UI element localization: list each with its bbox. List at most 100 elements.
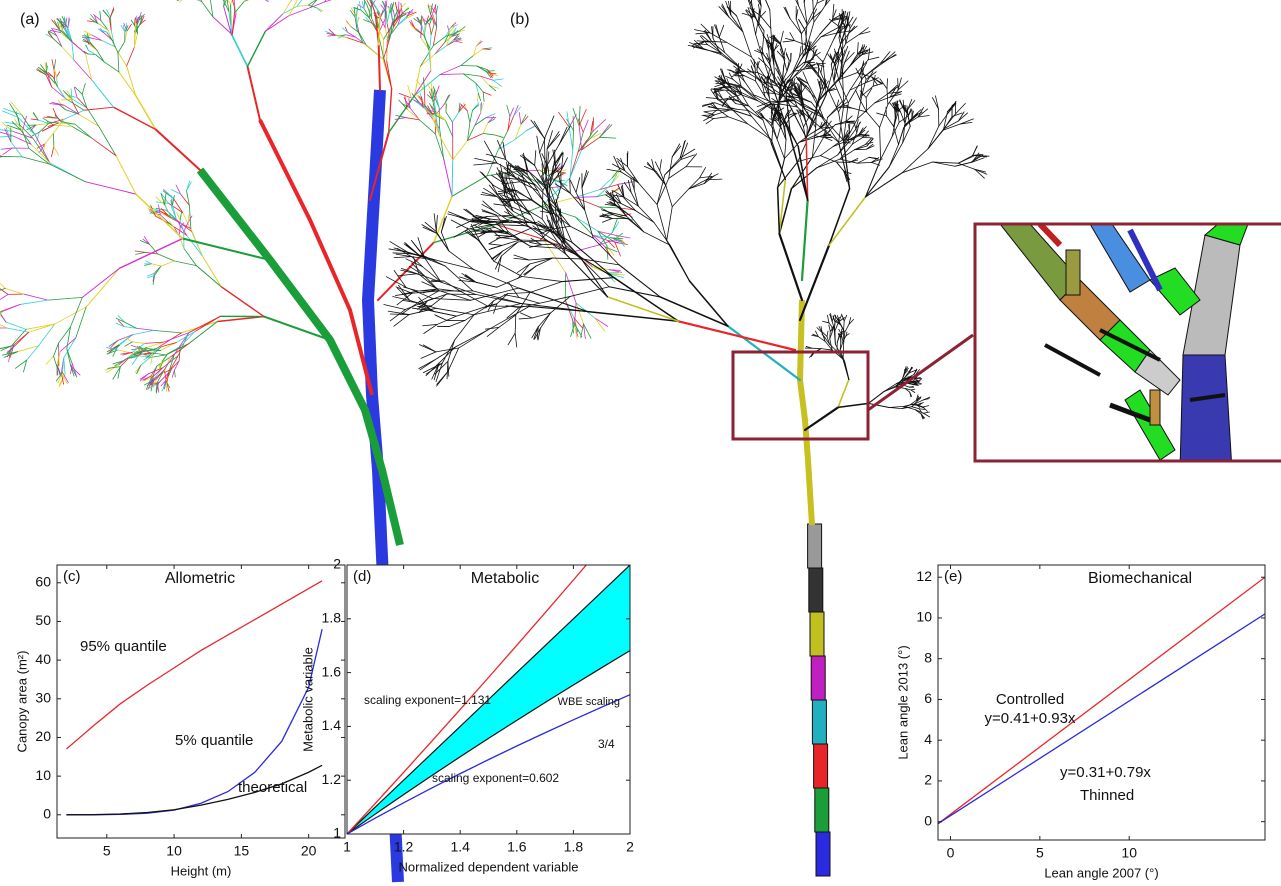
- tree-branch: [449, 320, 465, 326]
- tree-branch: [497, 276, 522, 287]
- tree-branch: [217, 317, 264, 322]
- tree-segment: [812, 700, 826, 744]
- tree-branch: [221, 287, 264, 317]
- tree-branch: [231, 0, 240, 4]
- tree-branch: [436, 308, 474, 314]
- tree-branch: [82, 268, 119, 297]
- tree-branch: [54, 356, 57, 367]
- tree-branch: [118, 53, 119, 72]
- tree-branch: [489, 237, 500, 243]
- tree-branch: [770, 10, 771, 29]
- tree-branch: [419, 360, 435, 369]
- tree-branch: [82, 84, 85, 95]
- tree-segment: [816, 832, 830, 876]
- tree-branch: [127, 66, 136, 95]
- tree-branch: [248, 31, 266, 66]
- tree-branch: [232, 35, 247, 66]
- x-axis-label: Lean angle 2007 (°): [1044, 865, 1158, 880]
- tree-branch: [808, 46, 823, 62]
- y-tick-label: 10: [35, 767, 51, 783]
- x-axis-label: Height (m): [171, 863, 232, 878]
- tree-branch: [490, 229, 500, 238]
- tree-branch: [436, 215, 437, 231]
- tree-branch: [700, 167, 706, 177]
- tree-branch: [932, 97, 938, 109]
- tree-branch: [53, 38, 62, 46]
- tree-branch: [665, 159, 681, 174]
- tree-branch: [523, 153, 528, 171]
- tree-branch: [783, 41, 794, 42]
- tree-branch: [110, 8, 113, 17]
- tree-branch: [154, 330, 182, 333]
- tree-branch: [838, 379, 849, 407]
- tree-branch: [740, 71, 745, 82]
- tree-branch: [467, 111, 469, 123]
- tree-branch: [867, 112, 880, 127]
- annotation: scaling exponent=1.131: [364, 693, 491, 707]
- tree-branch: [33, 113, 38, 120]
- tree-branch: [913, 384, 918, 385]
- tree-branch: [92, 138, 117, 156]
- tree-branch: [483, 123, 488, 134]
- tree-branch: [448, 212, 466, 219]
- tree-branch: [132, 342, 144, 343]
- tree-branch: [379, 45, 380, 90]
- tree-branch: [660, 160, 662, 171]
- tree-branch: [491, 245, 502, 248]
- tree-branch: [420, 54, 435, 66]
- tree-branch: [784, 140, 786, 159]
- inset-cylinder: [1066, 250, 1080, 295]
- tree-branch: [265, 16, 289, 32]
- tree-branch: [38, 324, 54, 346]
- tree-branch: [827, 315, 828, 323]
- tree-branch: [0, 294, 8, 301]
- annotation: y=0.31+0.79x: [1060, 764, 1151, 781]
- tree-branch: [50, 30, 60, 32]
- tree-branch: [600, 137, 616, 138]
- tree-branch: [488, 73, 496, 74]
- tree-branch: [880, 127, 881, 159]
- tree-branch: [607, 246, 614, 256]
- tree-branch: [116, 156, 136, 194]
- tree-branch: [421, 352, 436, 358]
- tree-branch: [244, 0, 254, 1]
- tree-branch: [559, 127, 567, 145]
- tree-branch: [719, 25, 723, 37]
- tree-branch: [779, 179, 785, 233]
- tree-branch: [570, 179, 571, 194]
- chart: 51015200102030405060(c)AllometricHeight …: [14, 565, 345, 878]
- tree-branch: [887, 89, 888, 105]
- tree-branch: [64, 358, 65, 375]
- tree-branch: [835, 322, 839, 331]
- tree-branch: [844, 315, 847, 321]
- tree-branch: [887, 79, 888, 89]
- tree-branch: [408, 85, 411, 98]
- tree-branch: [911, 390, 915, 393]
- tree-branch: [526, 126, 535, 130]
- tree-branch: [265, 14, 283, 32]
- tree-branch: [439, 135, 452, 160]
- tree-branch: [436, 348, 459, 352]
- tree-branch: [419, 274, 439, 290]
- tree-segment: [815, 788, 829, 832]
- tree-branch: [899, 116, 908, 123]
- tree-limb: [260, 120, 372, 395]
- tree-branch: [562, 278, 614, 282]
- tree-branch: [823, 321, 829, 323]
- tree-branch: [433, 36, 445, 45]
- y-tick-label: 1.4: [322, 717, 342, 733]
- tree-branch: [387, 12, 390, 23]
- tree-branch: [468, 133, 483, 140]
- tree-branch: [475, 282, 496, 287]
- tree-branch: [112, 41, 117, 53]
- y-tick-label: 1.2: [322, 771, 342, 787]
- tree-branch: [452, 112, 458, 122]
- y-axis-label: Canopy area (m²): [14, 651, 29, 753]
- inset-branch: [1045, 345, 1100, 375]
- tree-branch: [595, 318, 605, 331]
- tree-branch: [507, 105, 510, 116]
- tree-branch: [763, 118, 772, 124]
- inset-content: [1000, 224, 1248, 470]
- tree-branch: [743, 32, 752, 57]
